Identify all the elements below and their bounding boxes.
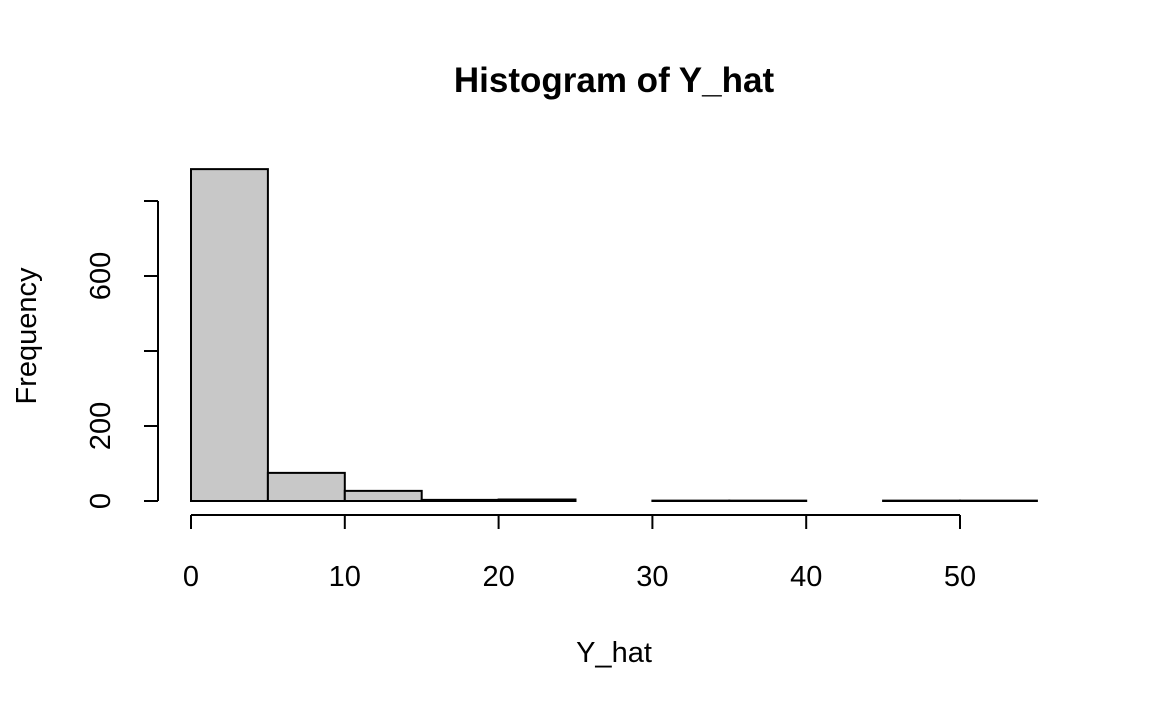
- y-axis: 0 200 600: [85, 200, 159, 509]
- y-axis-label: Frequency: [11, 267, 43, 405]
- histogram-bar: [497, 498, 577, 502]
- bars-group: [190, 168, 1038, 502]
- x-axis: 0 10 20 30 40 50: [183, 514, 976, 593]
- histogram-bar: [190, 168, 269, 502]
- y-tick-label: 600: [85, 252, 117, 300]
- x-tick-label: 30: [636, 561, 668, 593]
- x-tick-label: 10: [329, 561, 361, 593]
- histogram-bar: [420, 498, 500, 502]
- x-axis-label: Y_hat: [576, 637, 652, 669]
- y-tick-label: 200: [85, 402, 117, 450]
- histogram-bar: [266, 471, 346, 502]
- x-tick-label: 20: [482, 561, 514, 593]
- histogram-bar: [343, 489, 423, 502]
- y-tick-label: 0: [85, 493, 117, 509]
- x-tick-label: 50: [944, 561, 976, 593]
- x-tick-label: 0: [183, 561, 199, 593]
- x-tick-label: 40: [790, 561, 822, 593]
- chart-title: Histogram of Y_hat: [454, 61, 775, 100]
